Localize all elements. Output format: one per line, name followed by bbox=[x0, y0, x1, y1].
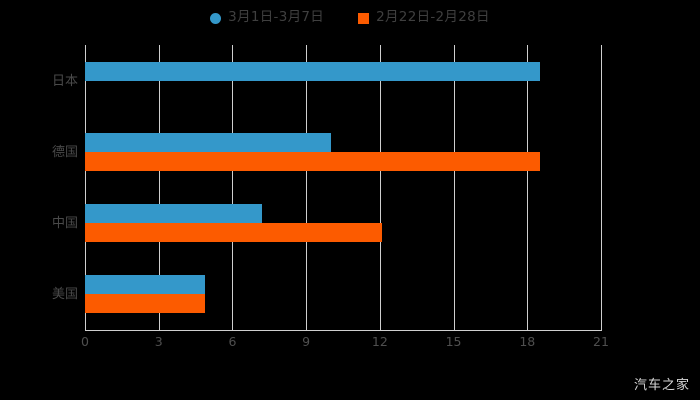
x-tick-label-0: 0 bbox=[81, 334, 89, 349]
category-label-德国: 德国 bbox=[51, 144, 78, 160]
x-tick-label-6: 6 bbox=[228, 334, 237, 349]
bar-德国-3月1日-3月7日[interactable] bbox=[85, 132, 331, 152]
bar-德国-2月22日-2月28日[interactable] bbox=[85, 151, 540, 171]
chart-legend: 3月1日-3月7日 2月22日-2月28日 bbox=[0, 8, 700, 28]
x-tick-label-12: 12 bbox=[371, 334, 388, 349]
legend-label-0: 3月1日-3月7日 bbox=[228, 9, 325, 26]
x-tick-label-21: 21 bbox=[593, 334, 609, 349]
watermark: 汽车之家 bbox=[633, 378, 690, 393]
gridline-18 bbox=[527, 45, 529, 330]
x-tick-label-3: 3 bbox=[154, 334, 163, 349]
legend-item-1[interactable]: 2月22日-2月28日 bbox=[358, 11, 490, 25]
bar-中国-3月1日-3月7日[interactable] bbox=[85, 204, 262, 224]
legend-label-1: 2月22日-2月28日 bbox=[376, 9, 490, 26]
category-label-中国: 中国 bbox=[51, 216, 78, 232]
bar-美国-3月1日-3月7日[interactable] bbox=[85, 275, 206, 295]
gridline-3 bbox=[158, 45, 160, 330]
gridline-6 bbox=[232, 45, 234, 330]
bar-美国-2月22日-2月28日[interactable] bbox=[85, 294, 206, 314]
category-axis: 日本 德国 中国 美国 bbox=[0, 45, 78, 330]
gridline-12 bbox=[379, 45, 381, 330]
gridline-15 bbox=[453, 45, 455, 330]
legend-square-icon bbox=[358, 12, 370, 24]
gridline-9 bbox=[306, 45, 308, 330]
legend-item-0[interactable]: 3月1日-3月7日 bbox=[210, 11, 324, 25]
bar-日本-3月1日-3月7日[interactable] bbox=[85, 61, 540, 81]
x-tick-label-9: 9 bbox=[302, 334, 311, 349]
plot-area bbox=[85, 45, 602, 330]
x-axis-ticks: 0 3 6 9 12 15 18 21 bbox=[0, 334, 700, 356]
gridline-21 bbox=[601, 45, 602, 330]
gridline-0 bbox=[85, 45, 86, 330]
category-label-美国: 美国 bbox=[51, 287, 78, 303]
x-axis-line bbox=[85, 330, 602, 331]
x-tick-label-18: 18 bbox=[519, 334, 536, 349]
x-tick-label-15: 15 bbox=[445, 334, 462, 349]
legend-circle-icon bbox=[210, 12, 222, 24]
bar-中国-2月22日-2月28日[interactable] bbox=[85, 223, 383, 243]
category-label-日本: 日本 bbox=[51, 73, 78, 89]
